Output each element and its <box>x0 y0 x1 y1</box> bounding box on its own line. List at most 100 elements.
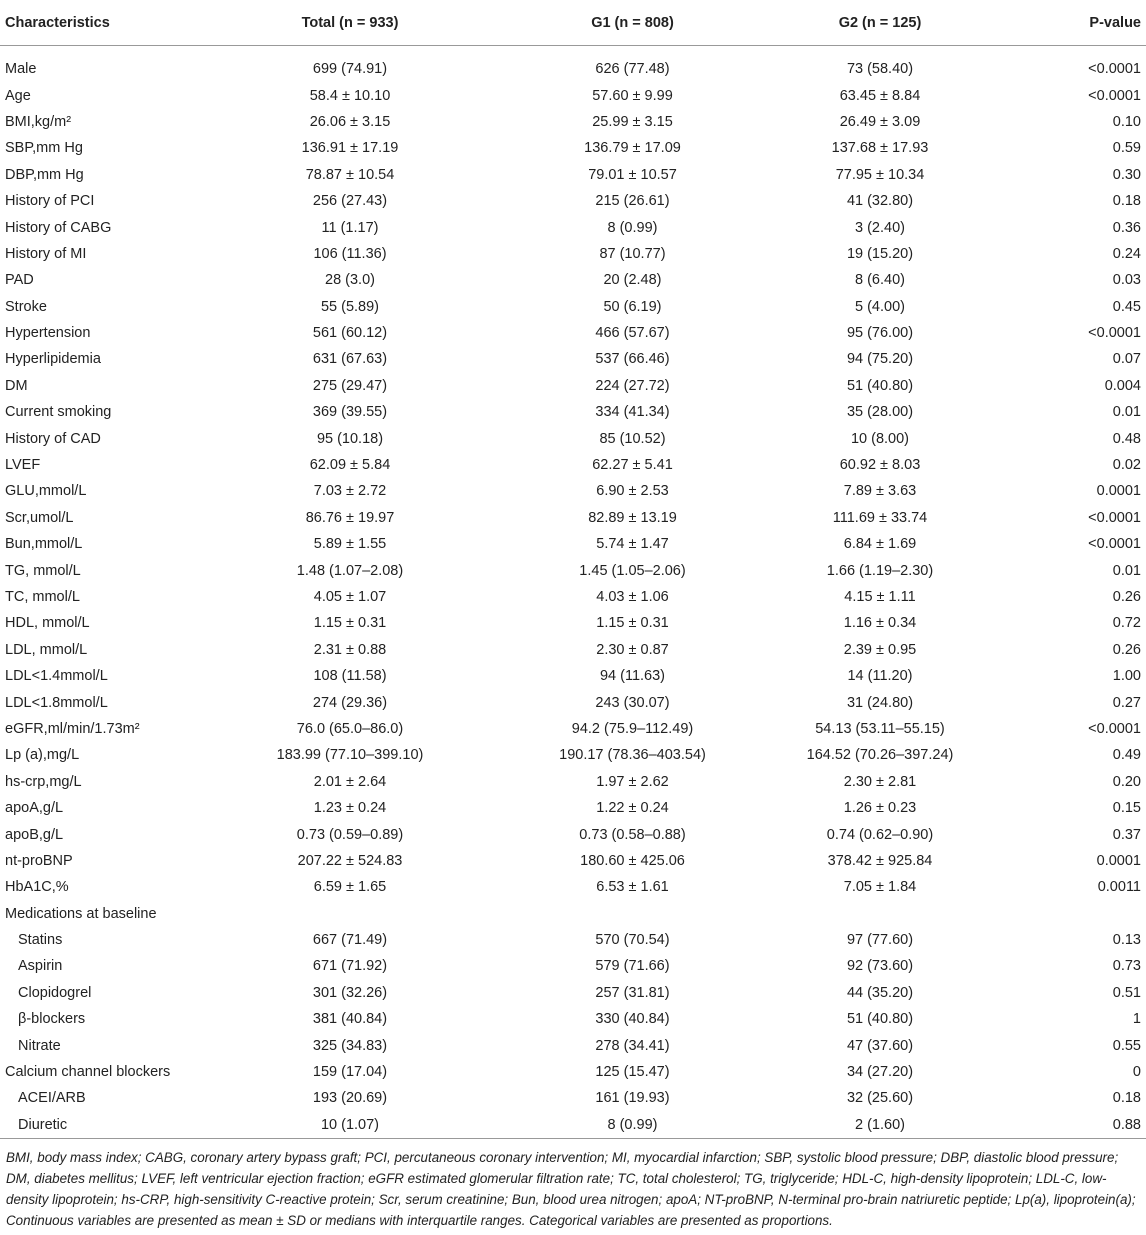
table-cell: 0.01 <box>1112 562 1141 579</box>
table-cell: 0.72 <box>1112 615 1141 632</box>
table-cell: 51 (40.80) <box>846 1011 914 1028</box>
table-cell: <0.0001 <box>1088 536 1141 553</box>
table-cell: LDL, mmol/L <box>5 641 88 658</box>
table-cell: 1.48 (1.07–2.08) <box>296 562 404 579</box>
table-cell: 1.15 ± 0.31 <box>596 615 669 632</box>
table-cell: 0.30 <box>1112 166 1141 183</box>
table-cell: DM <box>5 377 28 394</box>
table-cell: 378.42 ± 925.84 <box>827 852 933 869</box>
table-cell: 11 (1.17) <box>321 219 379 236</box>
table-cell: 0.73 <box>1112 958 1141 975</box>
table-row: apoB,g/L 0.73 (0.59–0.89) 0.73 (0.58–0.88)… <box>0 821 1146 847</box>
table-cell: 8 (0.99) <box>490 1111 775 1140</box>
table-cell: 0.13 <box>1112 932 1141 949</box>
table-cell: 8 (0.99) <box>607 219 658 236</box>
table-cell <box>490 901 775 927</box>
table-cell: 207.22 ± 524.83 <box>297 852 403 869</box>
table-cell: 20 (2.48) <box>603 272 662 289</box>
table-cell: 111.69 ± 33.74 <box>832 509 928 526</box>
table-cell: 63.45 ± 8.84 <box>839 87 921 104</box>
table-cell: 2.30 ± 2.81 <box>843 773 917 790</box>
table-row: SBP,mm Hg 136.91 ± 17.19 136.79 ± 17.09 137… <box>0 135 1146 161</box>
table-cell: 62.09 ± 5.84 <box>309 457 391 474</box>
table-cell: BMI,kg/m² <box>5 113 72 130</box>
table-cell: 0.48 <box>1112 430 1141 447</box>
table-cell: 51 (40.80) <box>846 377 914 394</box>
table-cell: Bun,mmol/L <box>5 536 83 553</box>
table-cell: 0.51 <box>1112 984 1141 1001</box>
table-cell: 2.01 ± 2.64 <box>313 773 387 790</box>
table-row: DM 275 (29.47) 224 (27.72) 51 (40.80) 0.004 <box>0 373 1146 399</box>
table-cell: <0.0001 <box>1088 509 1141 526</box>
table-cell: 85 (10.52) <box>599 430 666 447</box>
header-row: Characteristics Total (n = 933) G1 (n = 80… <box>0 0 1146 46</box>
table-cell: 1.23 ± 0.24 <box>313 800 387 817</box>
table-cell: 275 (29.47) <box>312 377 388 394</box>
table-cell: 26.06 ± 3.15 <box>309 113 391 130</box>
table-cell: 180.60 ± 425.06 <box>580 852 685 869</box>
table-cell: 0.88 <box>985 1111 1146 1140</box>
table-row: eGFR,ml/min/1.73m² 76.0 (65.0–86.0) 94.2 (… <box>0 716 1146 742</box>
table-cell: 0.74 (0.62–0.90) <box>826 826 934 843</box>
table-cell: 1.00 <box>1112 668 1141 685</box>
table-cell: 671 (71.92) <box>312 958 388 975</box>
table-cell: 10 (8.00) <box>850 430 910 447</box>
table-cell: 6.90 ± 2.53 <box>596 483 669 500</box>
table-cell: 278 (34.41) <box>595 1037 670 1054</box>
table-cell: 0.02 <box>1112 457 1141 474</box>
table-row: History of PCI 256 (27.43) 215 (26.61) 41 (… <box>0 188 1146 214</box>
table-cell: 1.97 ± 2.62 <box>596 773 669 790</box>
table-cell: 0.26 <box>1112 641 1141 658</box>
table-cell: 94.2 (75.9–112.49) <box>571 720 694 737</box>
table-header: Characteristics Total (n = 933) G1 (n = 80… <box>0 0 1146 46</box>
table-cell: 0.18 <box>1112 193 1141 210</box>
table-cell: 0 <box>1132 1064 1141 1081</box>
table-cell: Stroke <box>5 298 47 315</box>
table-cell: 579 (71.66) <box>595 958 670 975</box>
table-cell: 0.49 <box>1112 747 1141 764</box>
table-cell: 570 (70.54) <box>595 932 670 949</box>
table-cell: 136.79 ± 17.09 <box>584 140 681 157</box>
table-cell: <0.0001 <box>1088 325 1141 342</box>
table-cell: 256 (27.43) <box>312 193 388 210</box>
table-cell: 95 (76.00) <box>846 325 914 342</box>
table-cell: DBP,mm Hg <box>5 166 84 183</box>
table-cell: 224 (27.72) <box>595 377 670 394</box>
table-cell: 92 (73.60) <box>846 958 914 975</box>
table-cell: Hyperlipidemia <box>5 351 101 368</box>
table-cell: 274 (29.36) <box>312 694 388 711</box>
table-cell: 334 (41.34) <box>595 404 670 421</box>
table-cell: 0.004 <box>1104 377 1141 394</box>
table-cell: 57.60 ± 9.99 <box>592 87 673 104</box>
table-cell: hs-crp,mg/L <box>5 773 82 790</box>
table-cell: 0.01 <box>1112 404 1141 421</box>
table-cell: 76.0 (65.0–86.0) <box>296 720 404 737</box>
table-cell: 0.59 <box>1112 140 1141 157</box>
header-cell: Total (n = 933) <box>210 0 490 46</box>
table-row: History of MI 106 (11.36) 87 (10.77) 19 (15… <box>0 241 1146 267</box>
table-cell: 108 (11.58) <box>313 668 387 685</box>
table-cell: 0.24 <box>1112 245 1141 262</box>
table-cell: 58.4 ± 10.10 <box>309 87 391 104</box>
table-cell: TG, mmol/L <box>5 562 81 579</box>
table-row: Current smoking 369 (39.55) 334 (41.34) 35 … <box>0 399 1146 425</box>
table-cell: 6.59 ± 1.65 <box>313 879 387 896</box>
table-cell: 86.76 ± 19.97 <box>305 509 395 526</box>
table-cell: 125 (15.47) <box>595 1064 670 1081</box>
table-row: hs-crp,mg/L 2.01 ± 2.64 1.97 ± 2.62 2.30 ± … <box>0 769 1146 795</box>
table-cell: apoA,g/L <box>5 800 64 817</box>
table-cell: 78.87 ± 10.54 <box>305 166 395 183</box>
table-cell: 0.37 <box>1112 826 1141 843</box>
table-row: Calcium channel blockers 159 (17.04) 125 (… <box>0 1059 1146 1085</box>
header-cell: G2 (n = 125) <box>775 0 985 46</box>
table-cell: 193 (20.69) <box>312 1090 388 1107</box>
table-cell: PAD <box>5 272 34 289</box>
table-cell: 41 (32.80) <box>846 193 914 210</box>
table-cell: 62.27 ± 5.41 <box>592 457 673 474</box>
table-row: HDL, mmol/L 1.15 ± 0.31 1.15 ± 0.31 1.16 ± … <box>0 610 1146 636</box>
table-cell: Diuretic <box>0 1111 210 1140</box>
table-cell: LDL<1.8mmol/L <box>5 694 108 711</box>
table-cell: 2.31 ± 0.88 <box>313 641 387 658</box>
table-cell: 0.73 (0.58–0.88) <box>579 826 686 843</box>
table-cell: nt-proBNP <box>5 852 73 869</box>
